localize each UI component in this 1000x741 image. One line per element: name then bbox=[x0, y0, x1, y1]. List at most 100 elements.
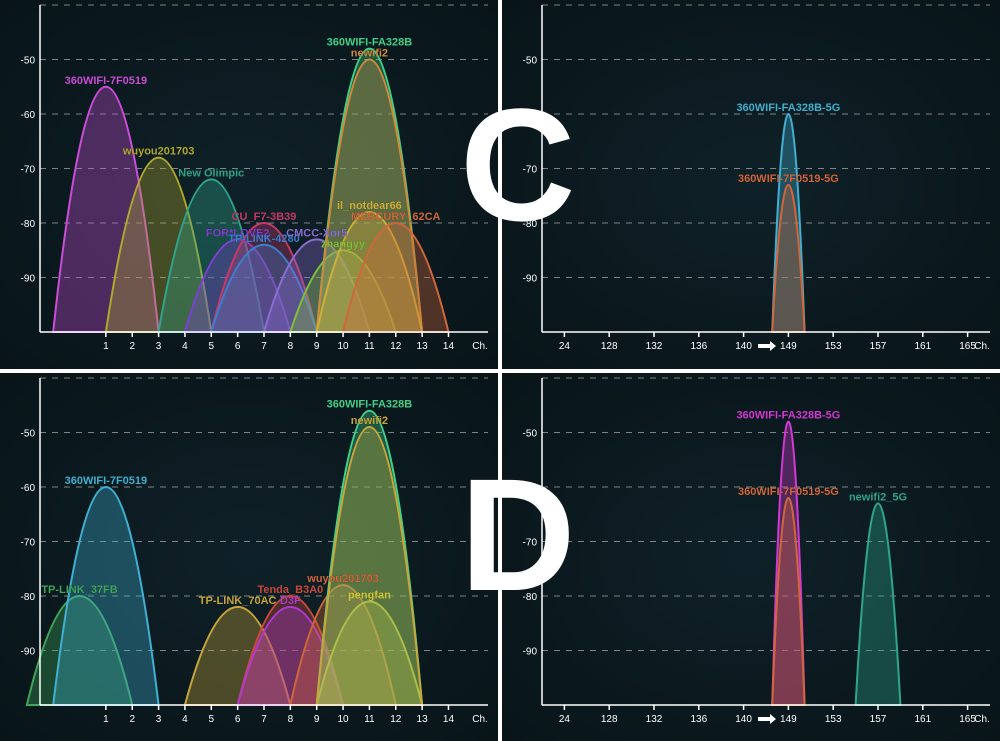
svg-text:10: 10 bbox=[337, 714, 349, 725]
svg-text:153: 153 bbox=[825, 341, 842, 352]
svg-text:132: 132 bbox=[646, 341, 663, 352]
svg-text:2: 2 bbox=[129, 341, 135, 352]
svg-text:136: 136 bbox=[690, 341, 707, 352]
svg-text:14: 14 bbox=[443, 341, 455, 352]
svg-text:7: 7 bbox=[261, 341, 267, 352]
panel-d-5g: -50 -60 -70 -80 -90 360WIFI-FA328B-5G 360WIFI-… bbox=[502, 373, 1000, 741]
wifi-lobe bbox=[53, 487, 158, 705]
svg-text:24: 24 bbox=[559, 341, 571, 352]
wifi-lobe bbox=[317, 427, 422, 705]
wifi-ssid-label: 360WIFI-FA328B-5G bbox=[736, 102, 840, 114]
svg-text:4: 4 bbox=[182, 341, 188, 352]
wifi-ssid-label: TP-LINK_37FB bbox=[41, 584, 117, 596]
svg-text:157: 157 bbox=[870, 341, 887, 352]
svg-text:3: 3 bbox=[156, 714, 162, 725]
svg-text:Ch.: Ch. bbox=[974, 341, 990, 352]
wifi-ssid-label: newifi2 bbox=[351, 48, 388, 60]
svg-text:128: 128 bbox=[601, 714, 618, 725]
svg-text:-70: -70 bbox=[523, 537, 538, 548]
svg-text:6: 6 bbox=[235, 341, 241, 352]
svg-text:-90: -90 bbox=[523, 274, 538, 285]
svg-text:11: 11 bbox=[364, 341, 375, 352]
svg-text:-90: -90 bbox=[523, 646, 538, 657]
svg-text:-50: -50 bbox=[523, 428, 538, 439]
svg-text:9: 9 bbox=[314, 714, 320, 725]
wifi-ssid-label: 360WIFI-FA328B-5G bbox=[736, 409, 840, 421]
wifi-ssid-label: CU_F7-3B39 bbox=[232, 211, 297, 223]
svg-text:3: 3 bbox=[156, 341, 162, 352]
svg-text:-50: -50 bbox=[523, 56, 538, 67]
svg-text:-70: -70 bbox=[21, 537, 36, 548]
svg-text:-50: -50 bbox=[21, 56, 36, 67]
svg-text:8: 8 bbox=[288, 714, 294, 725]
wifi-ssid-label: 360WIFI-7F0519-5G bbox=[738, 485, 839, 497]
wifi-ssid-label: 360WIFI-7F0519-5G bbox=[738, 173, 839, 185]
wifi-ssid-label: 360WIFI-FA328B bbox=[327, 398, 413, 410]
svg-text:Ch.: Ch. bbox=[974, 714, 990, 725]
wifi-ssid-label: wuyou201703 bbox=[122, 146, 195, 158]
svg-text:5: 5 bbox=[209, 714, 215, 725]
wifi-ssid-label: New Olimpic bbox=[178, 167, 244, 179]
svg-text:-50: -50 bbox=[21, 428, 36, 439]
svg-text:13: 13 bbox=[417, 341, 429, 352]
svg-text:-70: -70 bbox=[523, 165, 538, 176]
wifi-ssid-label: 360WIFI-7F0519 bbox=[65, 75, 148, 87]
svg-text:-80: -80 bbox=[523, 592, 538, 603]
svg-text:140: 140 bbox=[735, 341, 752, 352]
wifi-ssid-label: MERCURY_62CA bbox=[351, 211, 441, 223]
svg-text:12: 12 bbox=[390, 714, 402, 725]
svg-text:24: 24 bbox=[559, 714, 571, 725]
svg-text:140: 140 bbox=[735, 714, 752, 725]
wifi-ssid-label: pengfan bbox=[348, 589, 391, 601]
svg-text:153: 153 bbox=[825, 714, 842, 725]
svg-text:-80: -80 bbox=[21, 219, 36, 230]
svg-text:161: 161 bbox=[914, 714, 931, 725]
svg-text:136: 136 bbox=[690, 714, 707, 725]
svg-text:132: 132 bbox=[646, 714, 663, 725]
svg-text:-80: -80 bbox=[523, 219, 538, 230]
wifi-ssid-label: D3F bbox=[280, 594, 301, 606]
arrow-icon bbox=[758, 714, 776, 724]
svg-text:2: 2 bbox=[129, 714, 135, 725]
arrow-icon bbox=[758, 341, 776, 351]
svg-text:157: 157 bbox=[870, 714, 887, 725]
svg-text:13: 13 bbox=[417, 714, 429, 725]
svg-text:12: 12 bbox=[390, 341, 402, 352]
svg-text:14: 14 bbox=[443, 714, 455, 725]
svg-text:6: 6 bbox=[235, 714, 241, 725]
wifi-ssid-label: newifi2 bbox=[351, 415, 388, 427]
svg-text:1: 1 bbox=[103, 341, 109, 352]
panel-c-5g: -50 -60 -70 -80 -90 360WIFI-FA328B-5G 360WIFI-… bbox=[502, 0, 1000, 369]
svg-text:Ch.: Ch. bbox=[472, 714, 488, 725]
wifi-ssid-label: zhangyy bbox=[321, 238, 366, 250]
wifi-ssid-label: newifi2_5G bbox=[849, 491, 907, 503]
panel-d-2g: -50 -60 -70 -80 -90 TP-LINK_37FB 360WIFI-7F051… bbox=[0, 373, 498, 741]
svg-text:-90: -90 bbox=[21, 274, 36, 285]
wifi-lobe bbox=[856, 503, 901, 705]
svg-text:1: 1 bbox=[103, 714, 109, 725]
svg-text:7: 7 bbox=[261, 714, 267, 725]
svg-text:149: 149 bbox=[780, 714, 797, 725]
svg-text:5: 5 bbox=[209, 341, 215, 352]
svg-text:10: 10 bbox=[337, 341, 349, 352]
svg-text:-90: -90 bbox=[21, 646, 36, 657]
wifi-ssid-label: TP-LINK_70AC bbox=[199, 594, 277, 606]
wifi-ssid-label: 360WIFI-7F0519 bbox=[65, 475, 148, 487]
svg-text:8: 8 bbox=[288, 341, 294, 352]
svg-text:11: 11 bbox=[364, 714, 375, 725]
svg-text:-80: -80 bbox=[21, 592, 36, 603]
svg-text:149: 149 bbox=[780, 341, 797, 352]
svg-text:161: 161 bbox=[914, 341, 931, 352]
svg-text:-60: -60 bbox=[523, 110, 538, 121]
svg-text:9: 9 bbox=[314, 341, 320, 352]
wifi-lobe bbox=[772, 497, 804, 704]
panel-c-2g: -50 -60 -70 -80 -90 360WIFI-7F0519 wuyou201703… bbox=[0, 0, 498, 369]
svg-text:4: 4 bbox=[182, 714, 188, 725]
svg-text:-60: -60 bbox=[523, 483, 538, 494]
svg-text:-70: -70 bbox=[21, 165, 36, 176]
svg-text:Ch.: Ch. bbox=[472, 341, 488, 352]
svg-text:-60: -60 bbox=[21, 110, 36, 121]
svg-text:-60: -60 bbox=[21, 483, 36, 494]
panel-grid: -50 -60 -70 -80 -90 360WIFI-7F0519 wuyou201703… bbox=[0, 0, 1000, 741]
svg-text:128: 128 bbox=[601, 341, 618, 352]
